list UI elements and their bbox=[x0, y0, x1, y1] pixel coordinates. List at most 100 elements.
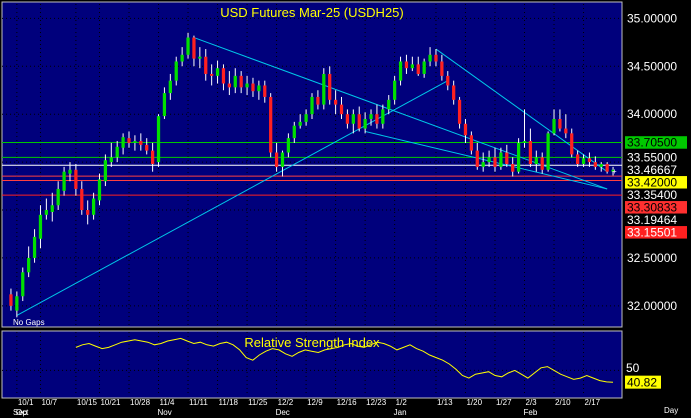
candle bbox=[233, 68, 237, 94]
candle bbox=[499, 147, 503, 170]
candle-body bbox=[505, 152, 509, 165]
candle bbox=[322, 68, 326, 110]
candle-body bbox=[62, 171, 66, 191]
candle-body bbox=[452, 85, 456, 100]
candle bbox=[422, 58, 426, 78]
candle bbox=[528, 128, 533, 167]
x-tick-label: 10/7 bbox=[41, 398, 57, 407]
trendline bbox=[435, 48, 608, 173]
candle-body bbox=[162, 93, 167, 117]
candle bbox=[162, 87, 167, 119]
y-tick-label: 34.00000 bbox=[627, 107, 677, 121]
x-tick-label: 10/28 bbox=[130, 398, 151, 407]
value-tag: 33.30833 bbox=[625, 201, 687, 215]
candle bbox=[393, 75, 397, 105]
candle bbox=[369, 109, 373, 126]
candle bbox=[558, 109, 562, 132]
candle bbox=[516, 138, 521, 174]
candle-body bbox=[499, 152, 503, 167]
candle bbox=[357, 106, 361, 132]
candle-body bbox=[304, 114, 308, 122]
candle-body bbox=[210, 73, 214, 76]
value-tag-label: 33.19464 bbox=[627, 213, 677, 227]
value-tag-bg bbox=[625, 151, 687, 164]
candle-body bbox=[227, 83, 231, 88]
candle bbox=[286, 133, 291, 158]
value-tag-label: 33.55000 bbox=[627, 151, 677, 165]
candle bbox=[145, 138, 149, 155]
candle-body bbox=[180, 54, 184, 62]
value-tag: 33.46667 bbox=[625, 163, 687, 177]
candle bbox=[21, 267, 25, 302]
price-panel bbox=[1, 1, 623, 328]
candle bbox=[375, 104, 379, 129]
candle-body bbox=[599, 164, 603, 167]
candle bbox=[109, 142, 113, 167]
value-tags: 33.7050033.5500033.4666733.4200033.35400… bbox=[612, 136, 687, 240]
candle-body bbox=[393, 80, 397, 100]
candle bbox=[564, 114, 568, 139]
candle-body bbox=[581, 158, 586, 165]
candle bbox=[428, 47, 432, 67]
value-tag-label: 33.35400 bbox=[627, 188, 677, 202]
candle-body bbox=[463, 123, 468, 136]
candle bbox=[56, 181, 60, 211]
value-tag-label: 33.15501 bbox=[627, 226, 677, 240]
candle-body bbox=[133, 141, 137, 143]
candle bbox=[298, 114, 302, 129]
candle bbox=[150, 142, 155, 172]
candle bbox=[469, 131, 474, 155]
candle bbox=[576, 150, 580, 167]
candle-body bbox=[27, 257, 31, 273]
candle bbox=[333, 90, 338, 115]
candle-body bbox=[357, 114, 361, 129]
candle bbox=[381, 104, 385, 129]
candle-body bbox=[481, 162, 485, 167]
candle bbox=[38, 205, 43, 249]
candle bbox=[127, 131, 131, 148]
candle-body bbox=[428, 54, 432, 62]
candles bbox=[9, 32, 615, 318]
no-gaps-note: No Gaps bbox=[13, 318, 45, 327]
candle bbox=[552, 109, 556, 136]
x-tick-label: 1/27 bbox=[496, 398, 512, 407]
value-tag-bg bbox=[625, 176, 687, 189]
candle bbox=[316, 90, 320, 110]
candle bbox=[210, 64, 214, 86]
rsi-panel bbox=[1, 330, 623, 399]
candle bbox=[91, 192, 96, 220]
candle bbox=[274, 142, 279, 172]
candle bbox=[62, 166, 66, 196]
candle-body bbox=[168, 80, 172, 94]
candle-body bbox=[32, 236, 37, 258]
candle bbox=[522, 109, 527, 148]
candle-body bbox=[422, 61, 426, 74]
candle-body bbox=[310, 96, 314, 115]
candle-body bbox=[511, 164, 515, 172]
candle-body bbox=[91, 198, 96, 215]
x-tick-label: 10/1 bbox=[18, 398, 34, 407]
y-tick-label: 32.00000 bbox=[627, 299, 677, 313]
last-price-marker: + bbox=[612, 167, 617, 176]
candle-body bbox=[328, 73, 332, 100]
x-axis-labels: 10/1 10/7 10/15 10/21 10/28 11/4 11/11 11/18 11/… bbox=[13, 398, 601, 417]
candle-body bbox=[245, 83, 249, 88]
candle bbox=[133, 135, 137, 151]
value-tag: 33.19464 bbox=[625, 213, 687, 227]
candle-body bbox=[127, 138, 131, 143]
candle bbox=[86, 200, 90, 225]
value-tag-label: 33.46667 bbox=[627, 163, 677, 177]
candle bbox=[581, 154, 586, 167]
x-tick-label: 1/20 bbox=[466, 398, 482, 407]
candle-body bbox=[416, 64, 420, 74]
candle-body bbox=[339, 104, 344, 115]
candle bbox=[9, 288, 13, 311]
candle-body bbox=[404, 61, 409, 69]
value-tag: 33.70500 bbox=[625, 136, 687, 150]
month-label: Dec bbox=[276, 408, 290, 417]
x-tick-label: 11/11 bbox=[189, 398, 208, 407]
candle bbox=[351, 109, 355, 134]
candle bbox=[511, 157, 515, 177]
candle bbox=[611, 166, 615, 176]
